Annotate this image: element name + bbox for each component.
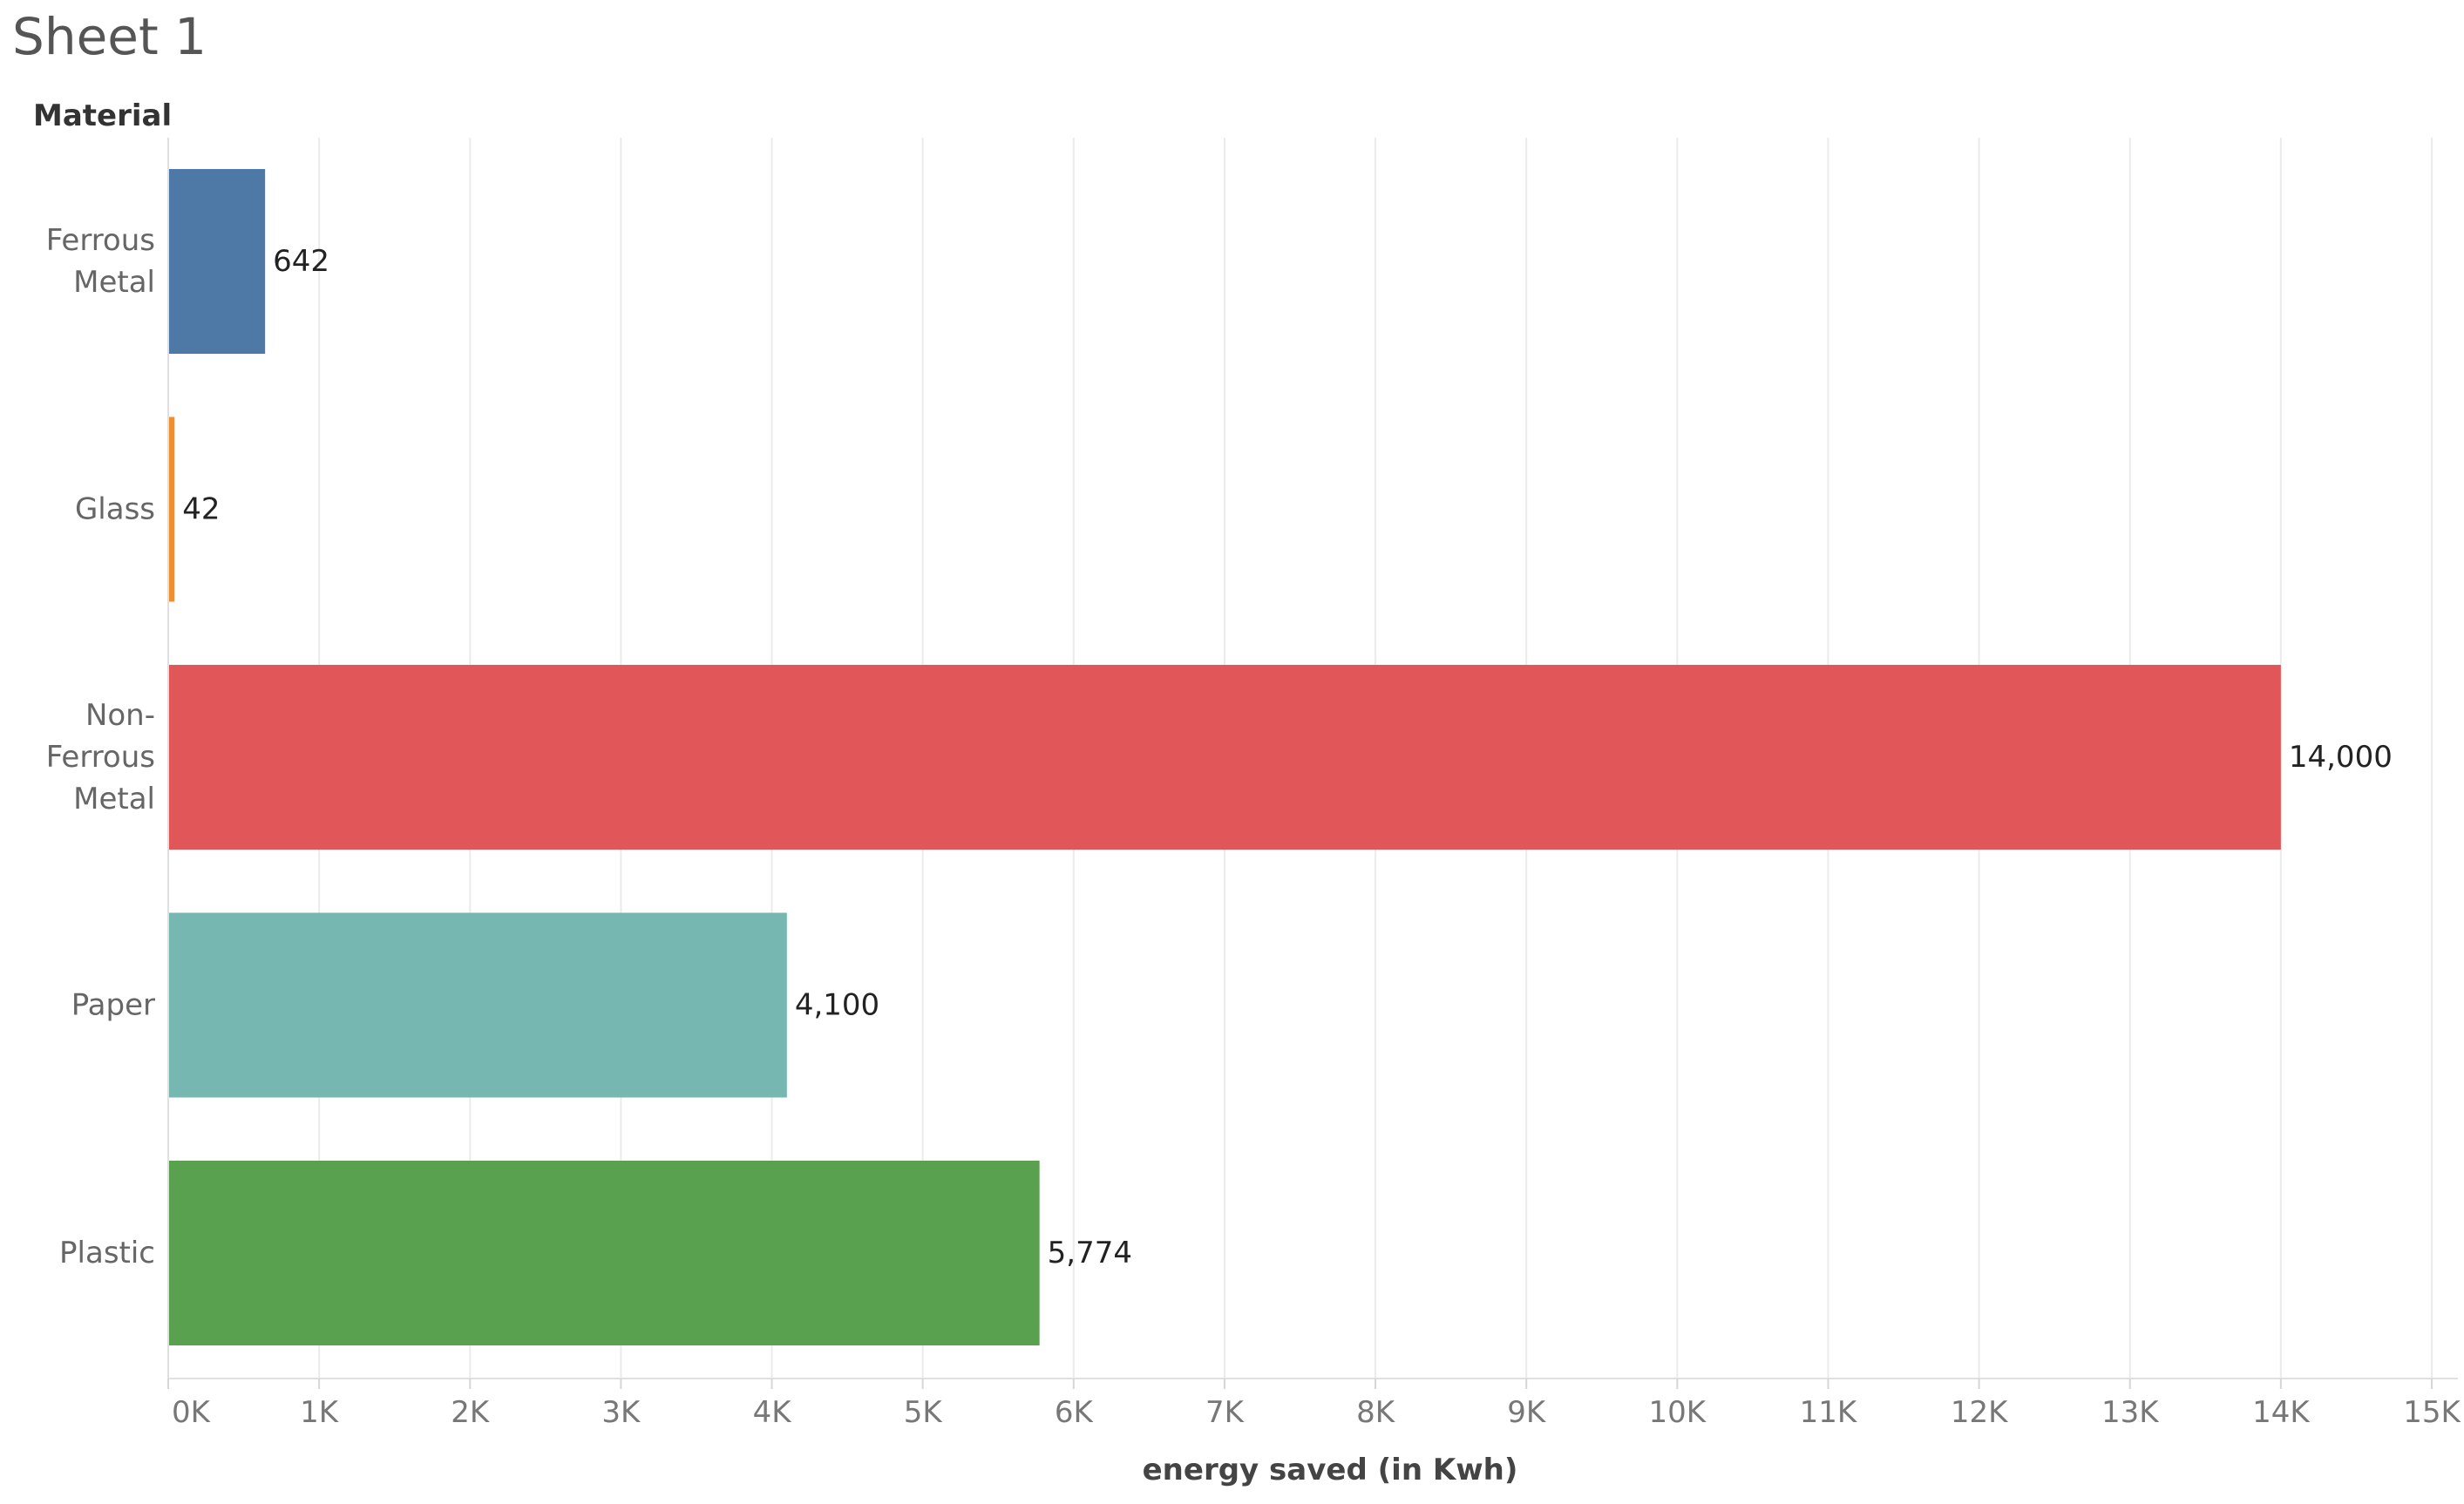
sheet-title: Sheet 1 — [12, 7, 207, 66]
bar — [168, 417, 175, 602]
data-label: 642 — [273, 244, 329, 279]
x-tick-label: 11K — [1800, 1395, 1858, 1430]
x-tick-label: 1K — [300, 1395, 340, 1430]
bar — [168, 912, 787, 1098]
x-tick-label: 8K — [1356, 1395, 1396, 1430]
data-label: 42 — [182, 492, 220, 527]
bar — [168, 665, 2281, 850]
x-tick-label: 0K — [172, 1395, 212, 1430]
x-axis: 0K 1K 2K 3K 4K 5K 6K 7K 8K 9K 10K 11K 12K 13K 14K 15K — [167, 138, 2461, 1430]
data-label: 4,100 — [795, 988, 879, 1023]
x-tick-label: 9K — [1507, 1395, 1547, 1430]
bar — [168, 169, 266, 354]
data-labels: 642 42 14,000 4,100 5,774 — [182, 244, 2393, 1270]
x-tick-label: 5K — [904, 1395, 944, 1430]
x-tick-label: 12K — [1951, 1395, 2009, 1430]
bar — [168, 1161, 1040, 1345]
category-label: Paper — [71, 988, 155, 1023]
category-label: Ferrous Metal — [46, 223, 155, 300]
data-label: 14,000 — [2289, 740, 2393, 775]
row-header-material: Material — [33, 98, 172, 133]
category-label: Plastic — [59, 1236, 155, 1270]
x-axis-title: energy saved (in Kwh) — [1143, 1453, 1518, 1487]
x-tick-label: 3K — [601, 1395, 641, 1430]
x-tick-label: 6K — [1055, 1395, 1095, 1430]
x-tick-label: 4K — [753, 1395, 793, 1430]
data-label: 5,774 — [1048, 1236, 1132, 1270]
category-label: Glass — [75, 492, 155, 527]
x-tick-label: 2K — [451, 1395, 491, 1430]
x-tick-label: 14K — [2252, 1395, 2311, 1430]
x-tick-label: 7K — [1205, 1395, 1246, 1430]
category-labels: Ferrous Metal Glass Non-Ferrous Metal Paper Pl… — [46, 223, 155, 1270]
category-label: Non-Ferrous Metal — [46, 698, 155, 816]
x-tick-label: 10K — [1649, 1395, 1707, 1430]
x-tick-label: 15K — [2403, 1395, 2461, 1430]
x-tick-label: 13K — [2101, 1395, 2160, 1430]
bars — [168, 169, 2281, 1345]
